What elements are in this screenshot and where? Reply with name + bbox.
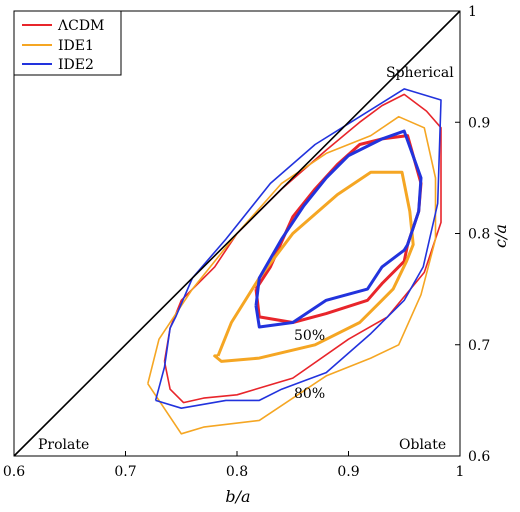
annotation-oblate: Oblate <box>399 437 446 453</box>
contour-lcdm-80 <box>163 93 442 404</box>
annotation-50-percent: 50% <box>294 328 325 344</box>
annotation-prolate: Prolate <box>38 437 89 453</box>
legend-label-ide2: IDE2 <box>58 57 94 73</box>
contour-layer <box>147 88 442 435</box>
y-tick-label: 0.8 <box>468 227 490 243</box>
x-axis-label: b/a <box>225 487 250 506</box>
spherical-reference-line <box>13 10 461 457</box>
x-tick-label: 0.7 <box>114 464 136 480</box>
x-tick-label: 0.9 <box>337 464 359 480</box>
y-tick-label: 0.7 <box>468 338 490 354</box>
y-tick-label: 0.6 <box>468 449 490 465</box>
x-tick-label: 0.8 <box>226 464 248 480</box>
x-axis-ticks: 0.6 0.7 0.8 0.9 1 <box>3 451 465 480</box>
legend-label-ide1: IDE1 <box>58 38 94 54</box>
y-axis-label: c/a <box>491 224 510 248</box>
x-tick-label: 0.6 <box>3 464 25 480</box>
annotation-spherical: Spherical <box>386 65 454 81</box>
x-tick-label: 1 <box>456 464 465 480</box>
contour-ide2-50 <box>254 129 423 329</box>
legend: ΛCDM IDE1 IDE2 <box>13 10 122 76</box>
annotation-80-percent: 80% <box>294 386 325 402</box>
y-tick-label: 1 <box>468 4 477 20</box>
legend-label-lcdm: ΛCDM <box>57 18 104 34</box>
y-tick-label: 0.9 <box>468 115 490 131</box>
contour-ide1-50 <box>213 170 415 363</box>
contour-ide2-80 <box>154 88 442 410</box>
y-axis-ticks: 0.6 0.7 0.8 0.9 1 <box>455 4 490 465</box>
